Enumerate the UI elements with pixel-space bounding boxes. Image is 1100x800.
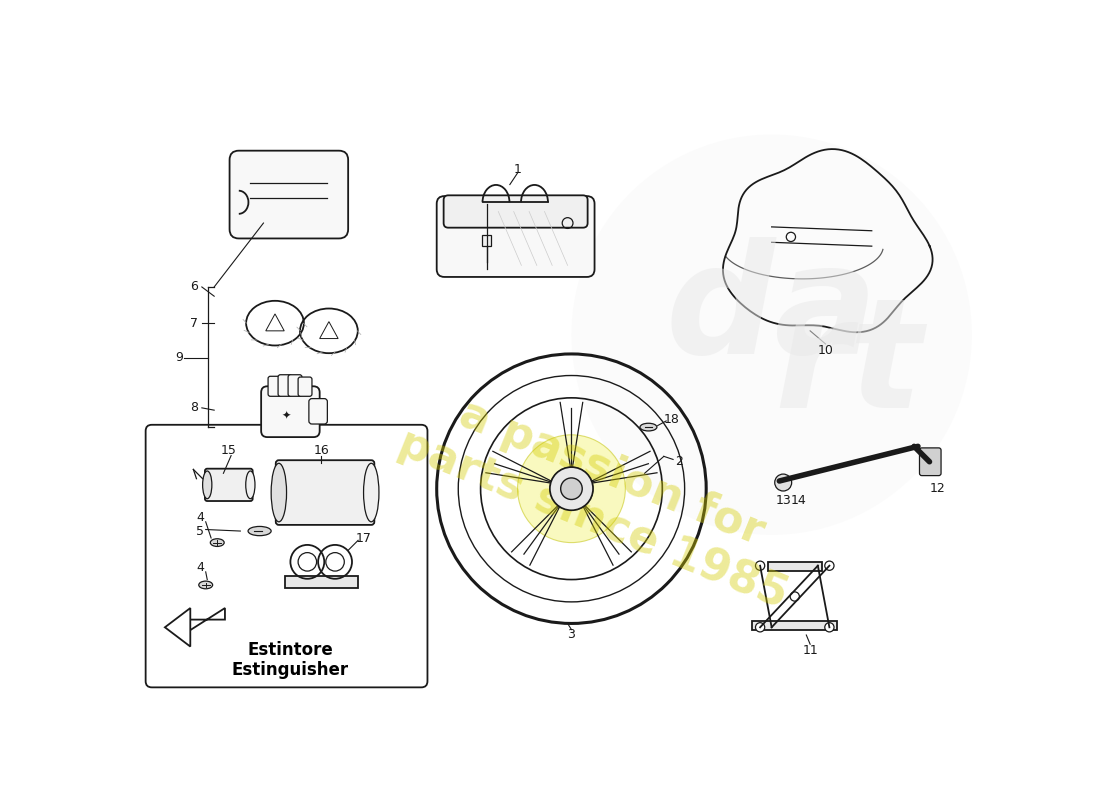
- Text: a passion for
parts since 1985: a passion for parts since 1985: [392, 375, 813, 618]
- Text: 17: 17: [355, 532, 372, 546]
- Text: Estinguisher: Estinguisher: [232, 661, 349, 678]
- Circle shape: [825, 622, 834, 632]
- Circle shape: [561, 478, 582, 499]
- Ellipse shape: [249, 526, 272, 536]
- Ellipse shape: [774, 474, 792, 491]
- FancyBboxPatch shape: [920, 448, 942, 476]
- Text: 4: 4: [197, 561, 205, 574]
- FancyBboxPatch shape: [205, 469, 253, 501]
- Ellipse shape: [202, 471, 212, 498]
- Text: 7: 7: [190, 317, 198, 330]
- FancyBboxPatch shape: [230, 150, 348, 238]
- Text: rt: rt: [774, 291, 923, 440]
- Circle shape: [561, 478, 582, 499]
- Circle shape: [550, 467, 593, 510]
- Text: 13: 13: [776, 494, 791, 506]
- Circle shape: [518, 435, 625, 542]
- Circle shape: [572, 134, 972, 535]
- Ellipse shape: [272, 463, 286, 522]
- Text: 12: 12: [930, 482, 945, 495]
- Text: 8: 8: [190, 402, 198, 414]
- Bar: [752, 621, 837, 630]
- Text: 5: 5: [196, 525, 205, 538]
- Ellipse shape: [363, 463, 378, 522]
- Bar: [768, 562, 822, 571]
- FancyBboxPatch shape: [278, 374, 292, 396]
- Ellipse shape: [210, 538, 224, 546]
- Circle shape: [756, 622, 764, 632]
- FancyBboxPatch shape: [145, 425, 428, 687]
- Text: 1: 1: [514, 162, 521, 176]
- FancyBboxPatch shape: [443, 195, 587, 228]
- FancyBboxPatch shape: [288, 374, 301, 396]
- Bar: [482, 234, 492, 246]
- Ellipse shape: [245, 471, 255, 498]
- FancyBboxPatch shape: [261, 386, 320, 437]
- Text: 9: 9: [175, 351, 183, 364]
- Polygon shape: [165, 608, 190, 646]
- Ellipse shape: [199, 581, 212, 589]
- Text: 2: 2: [675, 455, 683, 468]
- Text: 15: 15: [221, 444, 236, 457]
- Polygon shape: [183, 608, 224, 635]
- Bar: [285, 576, 359, 588]
- Text: Estintore: Estintore: [248, 642, 333, 659]
- Circle shape: [756, 561, 764, 570]
- FancyBboxPatch shape: [298, 377, 312, 396]
- Text: 3: 3: [568, 629, 575, 642]
- Text: da: da: [666, 237, 878, 386]
- Text: 11: 11: [802, 644, 818, 657]
- FancyBboxPatch shape: [268, 376, 282, 396]
- Text: 18: 18: [663, 413, 680, 426]
- Circle shape: [790, 592, 800, 601]
- Circle shape: [550, 467, 593, 510]
- FancyBboxPatch shape: [437, 196, 594, 277]
- Text: 14: 14: [791, 494, 806, 506]
- FancyBboxPatch shape: [309, 398, 328, 424]
- Text: 10: 10: [817, 344, 834, 357]
- Ellipse shape: [640, 423, 657, 431]
- Text: 6: 6: [190, 281, 198, 294]
- Text: ✦: ✦: [282, 410, 292, 421]
- FancyBboxPatch shape: [276, 460, 374, 525]
- Circle shape: [825, 561, 834, 570]
- Text: 16: 16: [314, 444, 329, 457]
- Text: 4: 4: [197, 511, 205, 525]
